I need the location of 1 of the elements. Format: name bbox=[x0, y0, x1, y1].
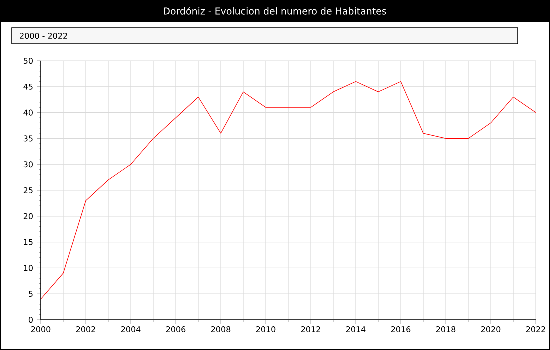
chart-title: Dordóniz - Evolucion del numero de Habitantes bbox=[164, 7, 386, 15]
